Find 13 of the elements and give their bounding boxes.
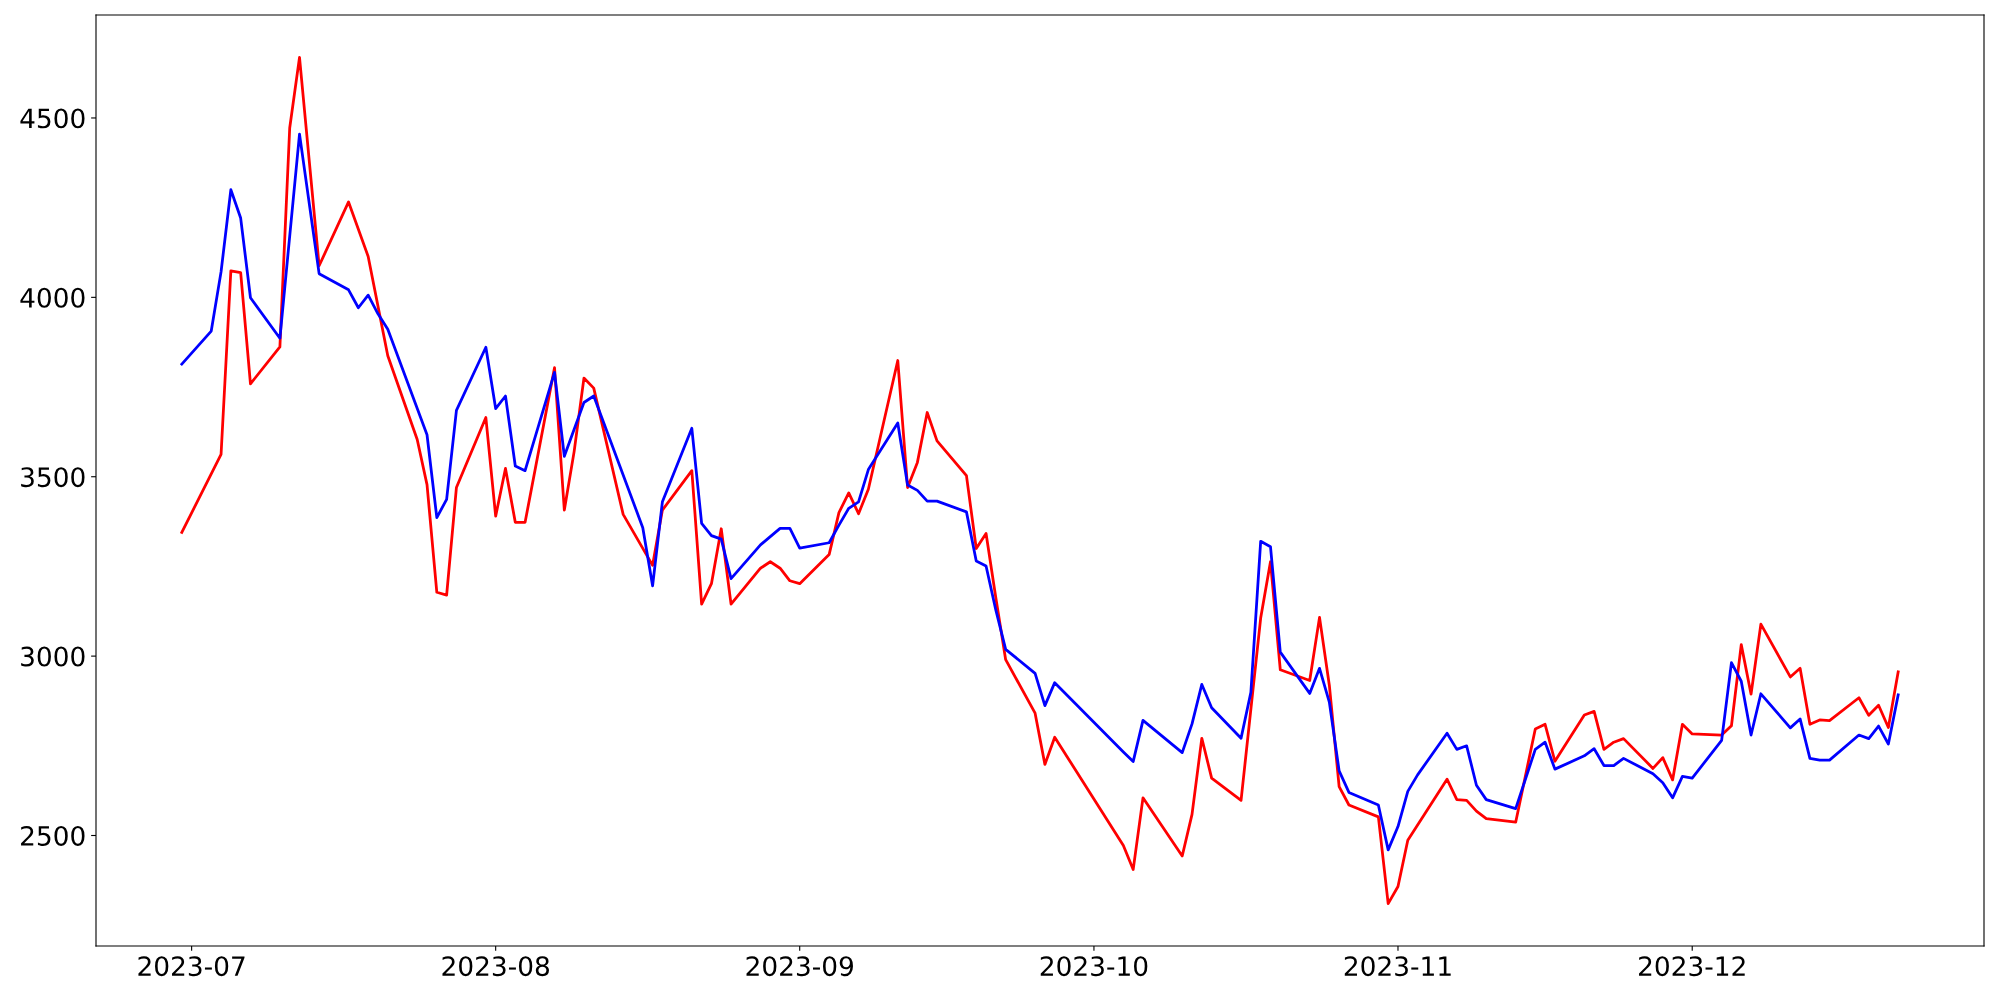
- line-series: [180, 132, 1900, 852]
- x-tick-label: 2023-11: [1344, 956, 1451, 977]
- y-tick-label: 3500: [21, 467, 85, 488]
- line-series: [180, 55, 1900, 906]
- x-tick-label: 2023-08: [442, 956, 549, 977]
- x-tick-label: 2023-09: [746, 956, 853, 977]
- y-tick-label: 4500: [20, 108, 85, 129]
- x-tick-label: 2023-07: [138, 956, 245, 977]
- y-tick-label: 3000: [21, 646, 85, 667]
- y-tick-label: 2500: [21, 825, 85, 846]
- x-tick-label: 2023-12: [1639, 956, 1745, 977]
- x-tick-label: 2023-10: [1040, 956, 1148, 977]
- y-tick-label: 4000: [20, 287, 85, 308]
